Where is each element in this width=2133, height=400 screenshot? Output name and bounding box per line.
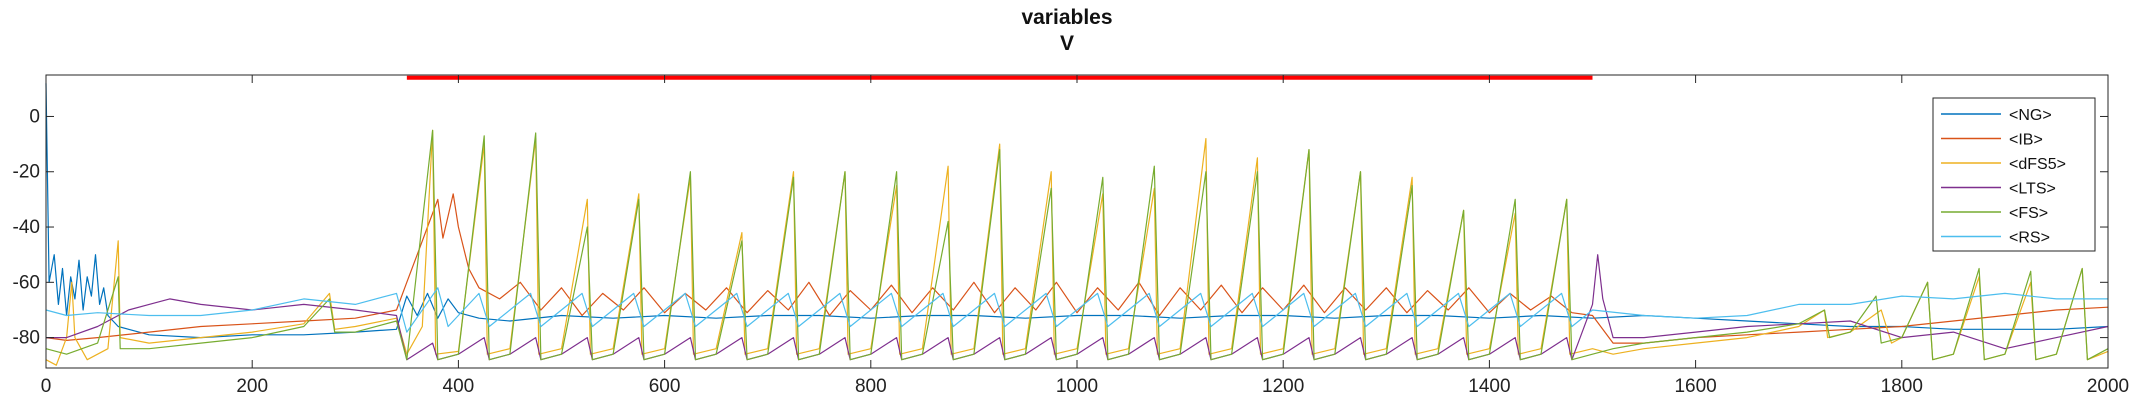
series-line-5 (45, 287, 2108, 333)
series-line-2 (45, 129, 2109, 366)
x-tick-label: 1600 (1674, 376, 1716, 397)
legend: <NG> <IB> <dFS5> <LTS> <FS> <RS> (1932, 97, 2096, 252)
x-tick-label: 200 (236, 376, 268, 397)
plot-area: 0 200 400 600 800 1000 1200 1400 1600 1800 2000 0 -… (13, 74, 2129, 397)
y-tick-label: -60 (13, 272, 40, 293)
y-axis: 0 -20 -40 -60 -80 (13, 106, 2108, 349)
legend-box (1932, 97, 2096, 252)
x-tick-label: 2000 (2087, 376, 2129, 397)
x-tick-label: 1200 (1262, 376, 1304, 397)
series-layer (45, 83, 2109, 366)
series-line-0 (45, 83, 2109, 339)
x-tick-label: 1800 (1881, 376, 1923, 397)
legend-label: <LTS> (2009, 181, 2056, 198)
legend-label: <dFS5> (2009, 156, 2066, 173)
chart-title-line-1: variables (1021, 6, 1112, 29)
legend-label: <NG> (2009, 107, 2052, 124)
x-tick-label: 400 (443, 376, 475, 397)
legend-label: <IB> (2009, 132, 2043, 149)
y-tick-label: -20 (13, 162, 40, 183)
x-tick-label: 0 (41, 376, 52, 397)
x-tick-label: 1400 (1468, 376, 1510, 397)
x-tick-label: 600 (649, 376, 681, 397)
x-tick-label: 1000 (1056, 376, 1098, 397)
series-line-1 (45, 193, 2109, 344)
y-tick-label: 0 (29, 106, 40, 127)
y-tick-label: -40 (13, 217, 40, 238)
x-axis: 0 200 400 600 800 1000 1200 1400 1600 1800 2000 (41, 75, 2129, 397)
y-tick-label: -80 (13, 328, 40, 349)
x-tick-label: 800 (855, 376, 887, 397)
series-line-3 (46, 254, 2109, 361)
legend-label: <FS> (2009, 205, 2048, 222)
series-line-4 (45, 129, 2109, 361)
chart-title-line-2: V (1060, 32, 1074, 55)
legend-label: <RS> (2009, 230, 2050, 247)
